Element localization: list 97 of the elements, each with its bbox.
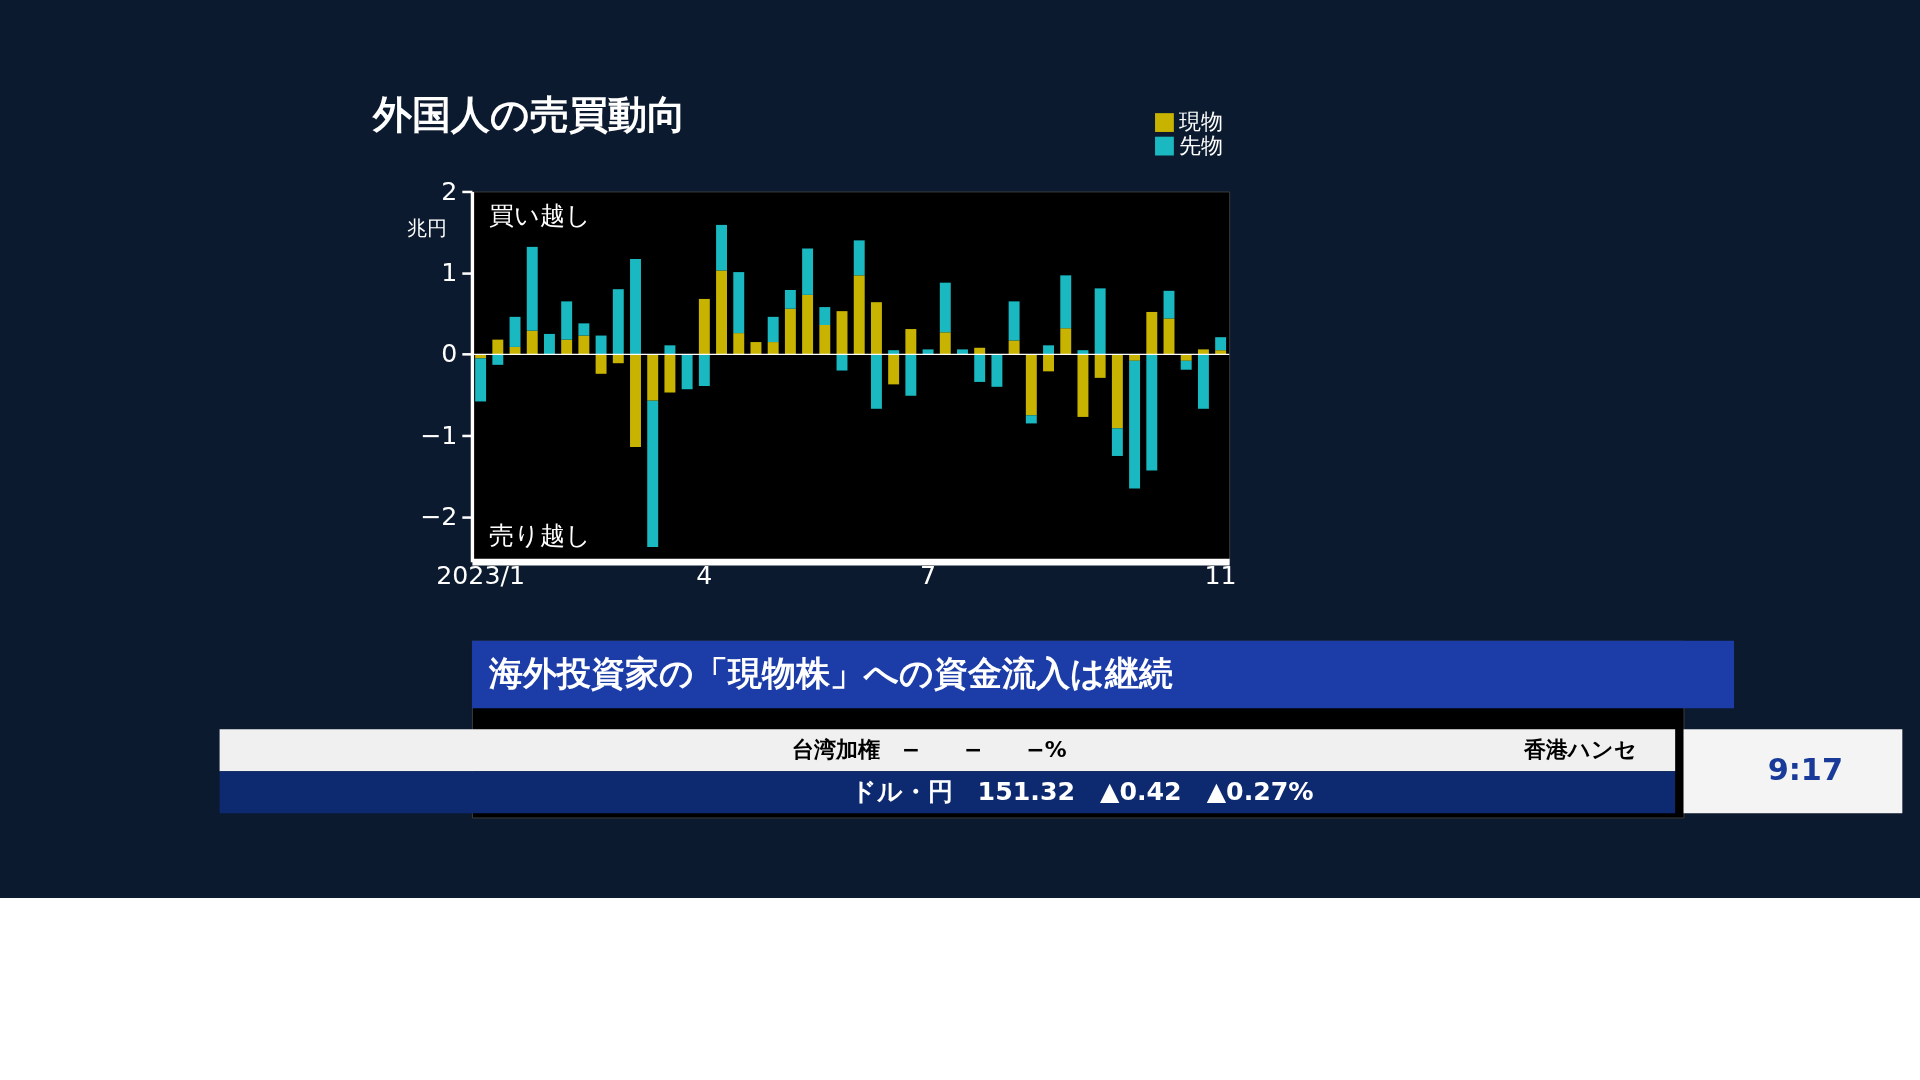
bar [1043, 354, 1054, 372]
bar [1025, 354, 1037, 416]
bar [767, 316, 779, 343]
bar [647, 400, 659, 548]
bar [630, 259, 641, 355]
bar [595, 335, 607, 355]
y-tick-label: −2 [420, 501, 458, 531]
bar [543, 333, 555, 355]
bar [836, 354, 848, 371]
bar [905, 354, 917, 396]
bar [664, 345, 676, 355]
bar [819, 307, 831, 325]
bar [681, 354, 693, 390]
bar [1111, 354, 1123, 429]
x-tick-label: 4 [696, 561, 713, 591]
bar [767, 342, 779, 355]
annotation: 買い越し [488, 201, 591, 231]
bar [561, 339, 573, 355]
bar [526, 330, 538, 355]
bar [991, 354, 1003, 387]
bar [733, 333, 745, 355]
text: ドル・円 151.32 ▲0.42 ▲0.27% [850, 776, 1314, 806]
bar [836, 311, 848, 355]
bar [1146, 311, 1158, 355]
bar [492, 339, 504, 355]
text: 台湾加権 − − −% [791, 736, 1067, 762]
bar [1111, 428, 1123, 456]
y-tick-label: 1 [441, 257, 458, 287]
legend-label: 現物 [1178, 109, 1223, 135]
chart-title: 外国人の売買動向 [371, 92, 686, 138]
bar [509, 316, 521, 347]
bar [853, 275, 865, 355]
bar [733, 272, 745, 334]
bar [957, 349, 968, 355]
bar [1163, 318, 1175, 355]
bar [1077, 350, 1089, 355]
x-tick-label: 11 [1204, 561, 1237, 591]
bar [612, 289, 624, 355]
bar [1146, 354, 1158, 471]
bar [870, 354, 882, 409]
bar [905, 329, 917, 355]
bar [578, 323, 590, 336]
bar [1043, 345, 1054, 355]
bar [561, 301, 573, 340]
text: 香港ハンセ [1522, 736, 1637, 762]
bar [922, 349, 934, 355]
bar [784, 308, 796, 355]
bar [819, 324, 831, 355]
annotation: 売り越し [488, 521, 591, 551]
y-tick-label: 0 [441, 339, 458, 369]
bar [802, 294, 814, 355]
bar [509, 346, 521, 355]
bar [1197, 349, 1209, 355]
text: 9:17 [1767, 752, 1843, 788]
bar [716, 270, 728, 355]
x-tick-label: 7 [920, 561, 937, 591]
bar [698, 298, 710, 355]
bar [630, 354, 641, 448]
bar [974, 354, 986, 382]
bar [595, 354, 607, 374]
bar [1077, 354, 1089, 417]
bar [1215, 350, 1227, 355]
bar [784, 289, 796, 309]
bar [578, 335, 590, 355]
bar [1215, 337, 1227, 351]
bar [939, 332, 951, 355]
bar [939, 282, 951, 333]
bar [1180, 360, 1192, 370]
bar [1129, 360, 1141, 489]
bar [647, 354, 659, 401]
bar [1008, 301, 1020, 341]
bar [888, 350, 900, 355]
bar [664, 354, 676, 393]
bar [1094, 288, 1106, 355]
bar [716, 224, 728, 271]
bar [870, 302, 882, 355]
y-tick-label: −1 [420, 420, 458, 450]
y-tick-label: 2 [441, 176, 458, 206]
bar [802, 248, 814, 295]
bar [1025, 415, 1037, 424]
y-axis-title: 兆円 [406, 216, 447, 241]
bar [1197, 354, 1209, 409]
bar [475, 358, 487, 402]
bar [1060, 328, 1072, 355]
bar [974, 347, 986, 355]
bar [1008, 340, 1020, 355]
text: 海外投資家の「現物株」への資金流入は継続 [487, 653, 1173, 693]
bar [853, 240, 865, 276]
bar [698, 354, 710, 386]
legend-label: 先物 [1178, 132, 1223, 158]
bar [1094, 354, 1106, 378]
bar [750, 342, 762, 355]
bar [1060, 275, 1072, 329]
bar [888, 354, 900, 385]
bar [492, 354, 504, 365]
x-tick-label: 2023/1 [436, 561, 525, 591]
bar [526, 246, 538, 331]
